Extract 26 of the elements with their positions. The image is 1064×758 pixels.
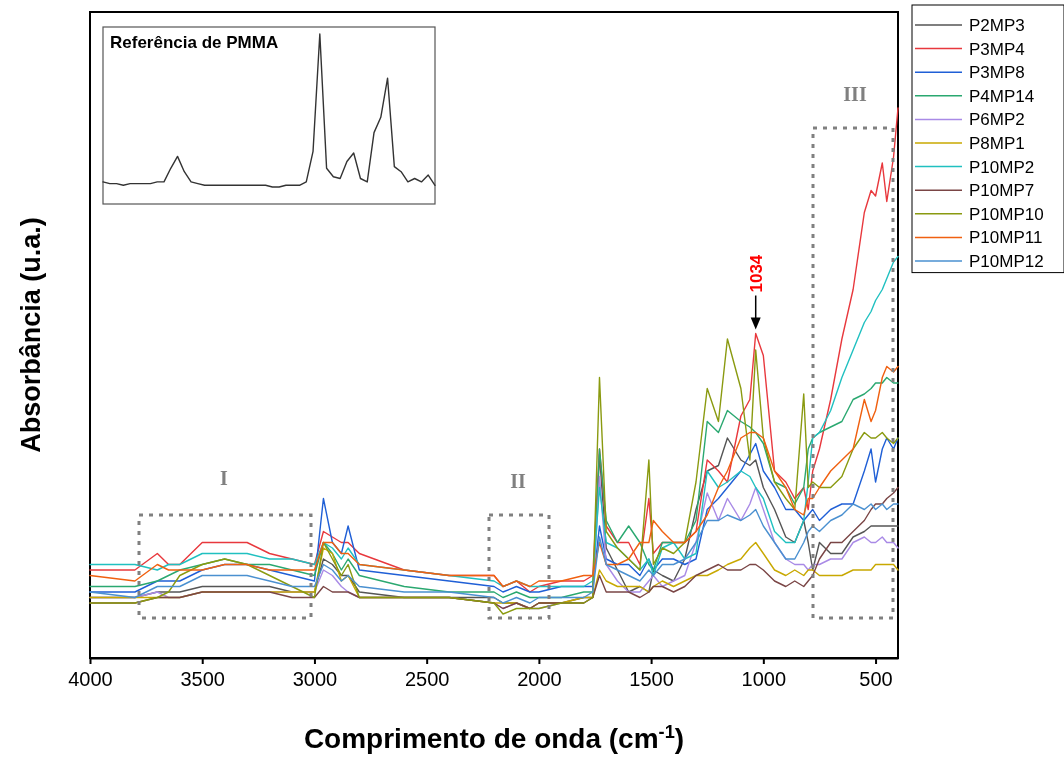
x-tick-label: 500	[859, 668, 893, 691]
annotation: II	[510, 470, 526, 492]
legend-label: P10MP10	[969, 204, 1044, 224]
legend-label: P10MP12	[969, 252, 1044, 271]
legend-label: P2MP3	[969, 16, 1025, 35]
legend-label: P6MP2	[969, 110, 1025, 130]
chart-title: Referência de PMMA	[110, 33, 279, 52]
annotation: 1034	[746, 254, 766, 293]
x-tick-label: 1000	[741, 668, 787, 691]
legend-label: P3MP4	[969, 39, 1025, 59]
x-tick-label: 3000	[292, 668, 338, 691]
y-axis-title: Absorbância (u.a.)	[16, 217, 46, 453]
x-tick-label: 3500	[180, 668, 225, 691]
text: III	[843, 83, 867, 105]
legend-label: P3MP8	[969, 63, 1025, 83]
x-axis-title: Comprimento de onda (cm$^{-1}$)	[303, 722, 685, 754]
annotation: I	[220, 467, 229, 489]
x-tick-label: 4000	[68, 668, 113, 691]
x-tick-label: 1500	[629, 668, 674, 691]
legend-label: P8MP1	[969, 134, 1025, 153]
x-tick-label: 2500	[404, 668, 450, 691]
legend-label: P4MP14	[969, 86, 1035, 106]
x-tick-label: 2000	[517, 668, 562, 691]
legend-label: P10MP7	[969, 181, 1035, 201]
legend-label: P10MP2	[969, 157, 1035, 177]
legend-label: P10MP11	[969, 228, 1043, 248]
